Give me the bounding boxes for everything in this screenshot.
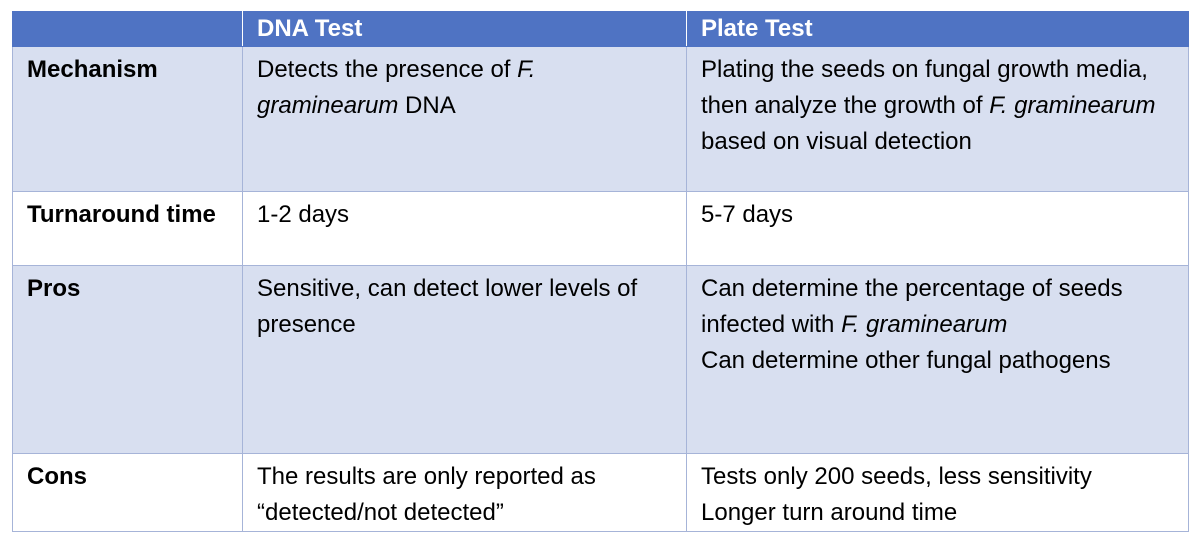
header-row: DNA Test Plate Test [12, 11, 1189, 47]
cell-text: Detects the presence of [257, 56, 518, 83]
cell-dna-cons: The results are only reported as “detect… [242, 453, 687, 532]
comparison-table: DNA Test Plate Test Mechanism Detects th… [12, 11, 1189, 532]
cell-dna-mechanism: Detects the presence of F. graminearum D… [242, 46, 687, 192]
cell-plate-cons: Tests only 200 seeds, less sensitivity Lo… [686, 453, 1189, 532]
cell-text: Can determine the percentage of seeds in… [701, 275, 1123, 338]
species-name: F. graminearum [989, 92, 1156, 119]
cell-text: DNA [398, 92, 456, 119]
header-corner-cell [12, 11, 243, 47]
species-name: F. graminearum [257, 56, 536, 119]
species-name: F. graminearum [841, 311, 1008, 338]
table-row-cons: Cons The results are only reported as “d… [12, 453, 1189, 532]
cell-dna-turnaround: 1-2 days [242, 191, 687, 266]
pros-line-1: Can determine the percentage of seeds in… [701, 271, 1174, 343]
cons-line-1: Tests only 200 seeds, less sensitivity [701, 463, 1092, 490]
table-row-turnaround: Turnaround time 1-2 days 5-7 days [12, 191, 1189, 266]
table-row-mechanism: Mechanism Detects the presence of F. gra… [12, 46, 1189, 192]
row-label-turnaround: Turnaround time [12, 191, 243, 266]
cell-plate-pros: Can determine the percentage of seeds in… [686, 265, 1189, 454]
pros-line-2: Can determine other fungal pathogens [701, 347, 1111, 374]
cell-plate-turnaround: 5-7 days [686, 191, 1189, 266]
cell-dna-pros: Sensitive, can detect lower levels of pr… [242, 265, 687, 454]
row-label-pros: Pros [12, 265, 243, 454]
cons-line-2: Longer turn around time [701, 499, 958, 526]
row-label-cons: Cons [12, 453, 243, 532]
table-row-pros: Pros Sensitive, can detect lower levels … [12, 265, 1189, 454]
header-dna-test: DNA Test [242, 11, 687, 47]
cell-text: Plating the seeds on fungal growth media… [701, 56, 1148, 119]
cell-plate-mechanism: Plating the seeds on fungal growth media… [686, 46, 1189, 192]
cell-text: based on visual detection [701, 128, 972, 155]
row-label-mechanism: Mechanism [12, 46, 243, 192]
header-plate-test: Plate Test [686, 11, 1189, 47]
